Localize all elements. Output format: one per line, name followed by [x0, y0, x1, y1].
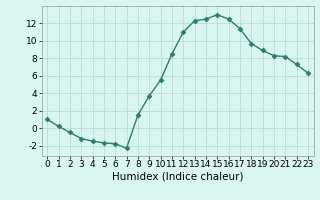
- X-axis label: Humidex (Indice chaleur): Humidex (Indice chaleur): [112, 172, 243, 182]
